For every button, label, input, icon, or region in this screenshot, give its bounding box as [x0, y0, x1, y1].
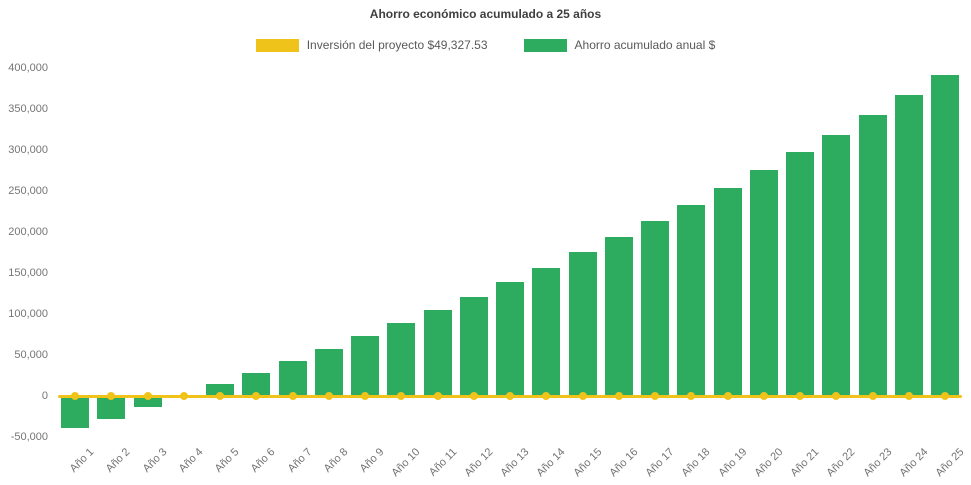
y-tick-label: 350,000	[8, 102, 48, 115]
investment-line-point	[324, 392, 333, 400]
y-tick-label: 0	[41, 389, 48, 402]
x-tick-label: Año 25	[933, 446, 967, 480]
y-tick-label: 50,000	[14, 348, 48, 361]
x-tick-label: Año 22	[824, 446, 858, 480]
chart-title: Ahorro económico acumulado a 25 años	[369, 7, 602, 21]
bar-año-16[interactable]	[604, 236, 633, 396]
x-tick-label: Año 16	[607, 446, 641, 480]
bar-año-21[interactable]	[786, 152, 814, 396]
investment-line-point	[506, 392, 514, 400]
y-tick-label: 300,000	[8, 143, 48, 156]
x-tick-label: Año 3	[140, 446, 169, 475]
x-tick-label: Año 9	[357, 446, 387, 475]
x-tick-label: Año 2	[103, 446, 133, 475]
bar-año-20[interactable]	[749, 169, 778, 396]
investment-line-point	[759, 392, 768, 400]
x-tick-label: Año 4	[176, 446, 206, 475]
x-tick-label: Año 24	[897, 446, 931, 480]
x-tick-label: Año 23	[860, 446, 894, 480]
investment-line-point	[868, 392, 877, 400]
bar-año-14[interactable]	[532, 268, 561, 396]
investment-line-point	[179, 392, 188, 400]
x-tick-label: Año 19	[715, 446, 749, 480]
investment-line-point	[107, 392, 116, 400]
investment-line-point	[941, 392, 949, 400]
bar-año-23[interactable]	[858, 114, 887, 396]
bar-año-24[interactable]	[894, 95, 923, 396]
bar-año-7[interactable]	[278, 360, 307, 396]
x-tick-label: Año 18	[679, 446, 713, 480]
savings-swatch-icon	[523, 38, 567, 52]
legend-label-savings: Ahorro acumulado anual $	[574, 38, 716, 52]
investment-line-point	[469, 392, 478, 400]
bar-año-10[interactable]	[387, 323, 416, 396]
x-tick-label: Año 10	[389, 446, 423, 480]
bar-año-12[interactable]	[459, 296, 488, 396]
bar-año-15[interactable]	[568, 251, 597, 396]
investment-line-point	[71, 392, 79, 400]
investment-line-point	[651, 392, 659, 400]
investment-line-point	[687, 392, 696, 400]
investment-line-point	[723, 392, 732, 400]
x-tick-label: Año 12	[462, 446, 496, 480]
investment-line-point	[542, 392, 551, 400]
x-tick-label: Año 5	[212, 446, 242, 475]
x-tick-label: Año 13	[498, 446, 532, 480]
investment-line-point	[904, 392, 913, 400]
y-tick-label: -50,000	[10, 430, 48, 443]
bar-año-25[interactable]	[931, 75, 959, 396]
y-tick-label: 200,000	[8, 225, 48, 238]
investment-line-point	[397, 392, 406, 400]
investment-line-point	[578, 392, 587, 400]
investment-line-point	[288, 392, 297, 400]
bar-año-1[interactable]	[61, 396, 89, 428]
x-tick-label: Año 8	[321, 446, 351, 475]
x-tick-label: Año 20	[752, 446, 786, 480]
bar-año-18[interactable]	[677, 204, 706, 396]
y-tick-label: 400,000	[8, 61, 48, 74]
x-tick-label: Año 21	[788, 446, 822, 480]
bar-año-11[interactable]	[423, 309, 452, 396]
bar-año-8[interactable]	[314, 349, 343, 396]
investment-line-point	[832, 392, 841, 400]
bar-año-3[interactable]	[133, 396, 162, 408]
investment-line-point	[216, 392, 224, 400]
investment-line-point	[143, 392, 152, 400]
bar-año-9[interactable]	[351, 336, 379, 396]
legend-entry-investment[interactable]: Inversión del proyecto $49,327.53	[255, 38, 488, 52]
investment-line-point	[361, 392, 369, 400]
investment-line-point	[796, 392, 804, 400]
investment-swatch-icon	[255, 38, 299, 52]
bar-año-17[interactable]	[641, 221, 669, 396]
x-tick-label: Año 11	[426, 446, 459, 479]
y-tick-label: 100,000	[8, 307, 48, 320]
legend-label-investment: Inversión del proyecto $49,327.53	[306, 38, 488, 52]
y-tick-label: 150,000	[8, 266, 48, 279]
bar-año-2[interactable]	[97, 396, 126, 419]
x-tick-label: Año 6	[248, 446, 278, 475]
investment-line-point	[614, 392, 623, 400]
x-tick-label: Año 15	[570, 446, 604, 480]
bar-año-6[interactable]	[242, 373, 271, 396]
investment-line-point	[433, 392, 442, 400]
bar-año-5[interactable]	[206, 383, 234, 396]
investment-line-point	[252, 392, 261, 400]
y-tick-label: 250,000	[8, 184, 48, 197]
bar-año-22[interactable]	[822, 135, 851, 396]
bar-año-19[interactable]	[713, 187, 742, 396]
bar-año-13[interactable]	[496, 282, 524, 396]
legend-entry-savings[interactable]: Ahorro acumulado anual $	[523, 38, 716, 52]
x-tick-label: Año 7	[285, 446, 314, 475]
x-tick-label: Año 1	[67, 446, 97, 475]
chart-legend: Inversión del proyecto $49,327.53 Ahorro…	[0, 38, 971, 52]
x-tick-label: Año 17	[643, 446, 677, 480]
x-tick-label: Año 14	[534, 446, 568, 480]
